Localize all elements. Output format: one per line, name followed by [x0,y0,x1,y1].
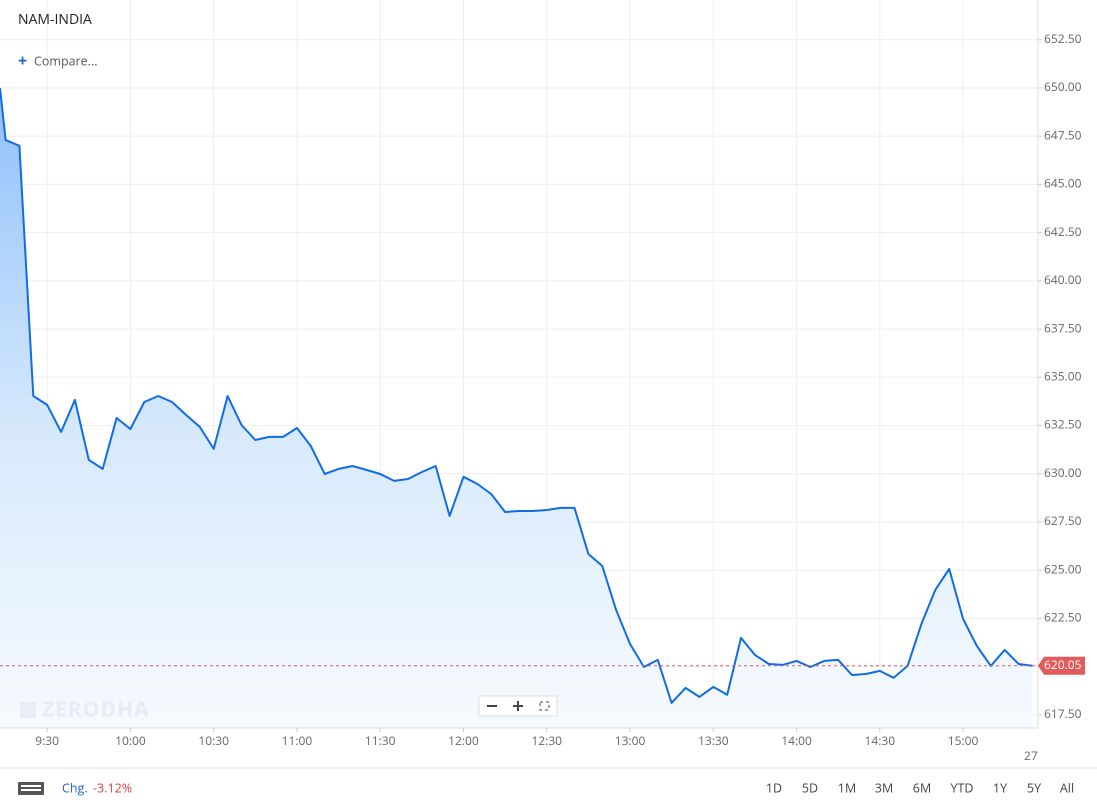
y-tick-label: 625.00 [1044,560,1082,577]
area [0,88,1033,728]
y-tick-label: 645.00 [1044,175,1082,192]
y-tick-label: 647.50 [1044,126,1082,143]
change-value: -3.12% [93,779,132,796]
y-tick-label: 622.50 [1044,609,1082,626]
x-tick-label: 10:00 [115,732,146,749]
x-tick-label: 12:00 [448,732,479,749]
x-tick-label: 14:30 [864,732,895,749]
x-tick-label: 10:30 [198,732,229,749]
fullscreen[interactable] [539,701,550,711]
range-button[interactable]: 6M [913,779,931,796]
keyboard-icon[interactable] [18,782,44,795]
x-tick-label: 12:30 [531,732,562,749]
range-button[interactable]: 1D [766,779,782,796]
zoom-controls [478,695,558,717]
y-tick-label: 627.50 [1044,512,1082,529]
x-tick-label: 13:30 [698,732,729,749]
y-tick-label: 642.50 [1044,223,1082,240]
x-tick-label: 14:00 [781,732,812,749]
last-price-label: 620.05 [1044,656,1082,673]
x-edge-label: 27 [1024,747,1038,764]
last-price-tag [1038,656,1085,675]
range-button[interactable]: All [1060,779,1074,796]
y-tick-label: 637.50 [1044,319,1082,336]
range-button[interactable]: 3M [875,779,893,796]
y-tick-label: 635.00 [1044,368,1082,385]
y-tick-label: 652.50 [1044,30,1082,47]
change-label: Chg. [62,779,88,796]
range-button[interactable]: 5D [802,779,818,796]
range-button[interactable]: 1Y [993,779,1007,796]
y-tick-label: 632.50 [1044,416,1082,433]
range-button[interactable]: 5Y [1027,779,1041,796]
x-tick-label: 15:00 [948,732,979,749]
compare-button[interactable]: Compare... [34,52,98,69]
x-tick-label: 11:30 [365,732,396,749]
line [0,87,1033,704]
y-tick-label: 640.00 [1044,271,1082,288]
x-tick-label: 9:30 [35,732,59,749]
y-tick-label: 630.00 [1044,464,1082,481]
y-tick-label: 650.00 [1044,78,1082,95]
watermark-text: ZERODHA [42,696,150,724]
x-tick-label: 13:00 [615,732,646,749]
chart-title: NAM-INDIA [18,10,92,29]
compare-icon[interactable]: + [18,49,27,71]
range-button[interactable]: YTD [951,779,974,796]
range-button[interactable]: 1M [838,779,856,796]
x-tick-label: 11:00 [282,732,313,749]
y-tick-label: 617.50 [1044,705,1082,722]
watermark: ZERODHA [20,696,150,724]
